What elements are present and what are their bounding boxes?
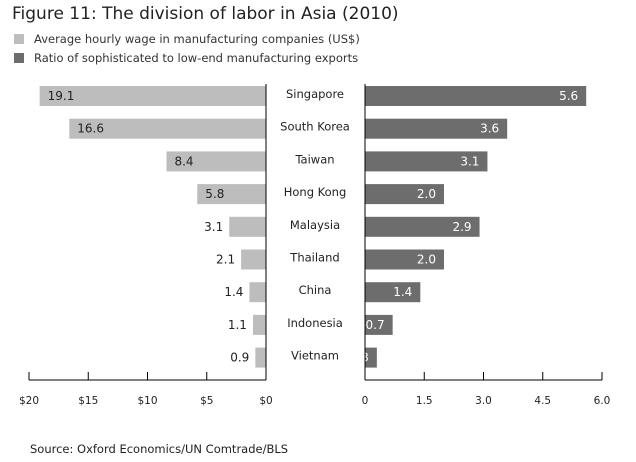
ratio-label: 2.0 xyxy=(417,253,436,267)
legend-item-ratio: Ratio of sophisticated to low-end manufa… xyxy=(14,51,358,65)
country-label: Thailand xyxy=(289,251,339,265)
ratio-bar xyxy=(365,184,444,205)
country-label: Hong Kong xyxy=(284,185,347,199)
wage-label: 3.1 xyxy=(204,220,223,234)
wage-bar xyxy=(249,282,266,303)
ratio-bar xyxy=(365,118,508,139)
wage-label: 8.4 xyxy=(174,154,193,168)
wage-label: 0.9 xyxy=(230,351,249,365)
ratio-label: 0.3 xyxy=(350,351,369,365)
legend-swatch xyxy=(14,34,24,44)
wage-bar xyxy=(229,216,266,237)
left-tick-label: $5 xyxy=(200,395,213,407)
left-tick-label: $15 xyxy=(78,395,98,407)
wage-label: 2.1 xyxy=(216,253,235,267)
country-label: South Korea xyxy=(280,120,350,134)
left-tick-label: $10 xyxy=(137,395,157,407)
right-tick-label: 6.0 xyxy=(594,395,611,407)
ratio-bar xyxy=(365,86,587,106)
country-label: Vietnam xyxy=(291,349,339,363)
country-label: Indonesia xyxy=(287,316,343,330)
ratio-bar xyxy=(365,151,488,172)
ratio-label: 3.1 xyxy=(460,154,479,168)
wage-bar xyxy=(255,347,266,368)
legend-label: Ratio of sophisticated to low-end manufa… xyxy=(34,51,359,65)
wage-label: 19.1 xyxy=(48,89,75,103)
wage-bar xyxy=(69,118,266,139)
ratio-bar xyxy=(365,249,444,270)
wage-bar xyxy=(197,184,266,205)
legend-swatch xyxy=(14,53,24,63)
ratio-label: 0.7 xyxy=(366,318,385,332)
wage-bar xyxy=(166,151,266,172)
ratio-label: 5.6 xyxy=(559,89,578,103)
ratio-label: 3.6 xyxy=(480,122,499,136)
wage-label: 5.8 xyxy=(205,187,224,201)
country-label: China xyxy=(299,283,332,297)
legend-item-wage: Average hourly wage in manufacturing com… xyxy=(14,32,360,46)
right-tick-label: 1.5 xyxy=(416,395,433,407)
left-tick-label: $20 xyxy=(19,395,39,407)
ratio-bar xyxy=(365,216,480,237)
chart-title: Figure 11: The division of labor in Asia… xyxy=(12,4,399,24)
right-tick-label: 0 xyxy=(362,395,369,407)
ratio-bar xyxy=(365,347,377,368)
wage-bar xyxy=(39,86,266,106)
country-label: Singapore xyxy=(286,87,344,101)
ratio-label: 2.0 xyxy=(417,187,436,201)
ratio-label: 1.4 xyxy=(393,285,412,299)
wage-label: 1.4 xyxy=(224,285,243,299)
country-label: Malaysia xyxy=(290,218,340,232)
ratio-bar xyxy=(365,282,421,303)
right-tick-label: 3.0 xyxy=(475,395,492,407)
ratio-bar xyxy=(365,314,393,335)
left-tick-label: $0 xyxy=(259,395,272,407)
wage-label: 1.1 xyxy=(228,318,247,332)
country-label: Taiwan xyxy=(294,152,334,166)
legend-label: Average hourly wage in manufacturing com… xyxy=(34,32,360,46)
wage-bar xyxy=(252,314,266,335)
wage-bar xyxy=(241,249,266,270)
wage-label: 16.6 xyxy=(77,122,104,136)
right-tick-label: 4.5 xyxy=(534,395,551,407)
source-note: Source: Oxford Economics/UN Comtrade/BLS xyxy=(30,442,289,456)
ratio-label: 2.9 xyxy=(452,220,471,234)
